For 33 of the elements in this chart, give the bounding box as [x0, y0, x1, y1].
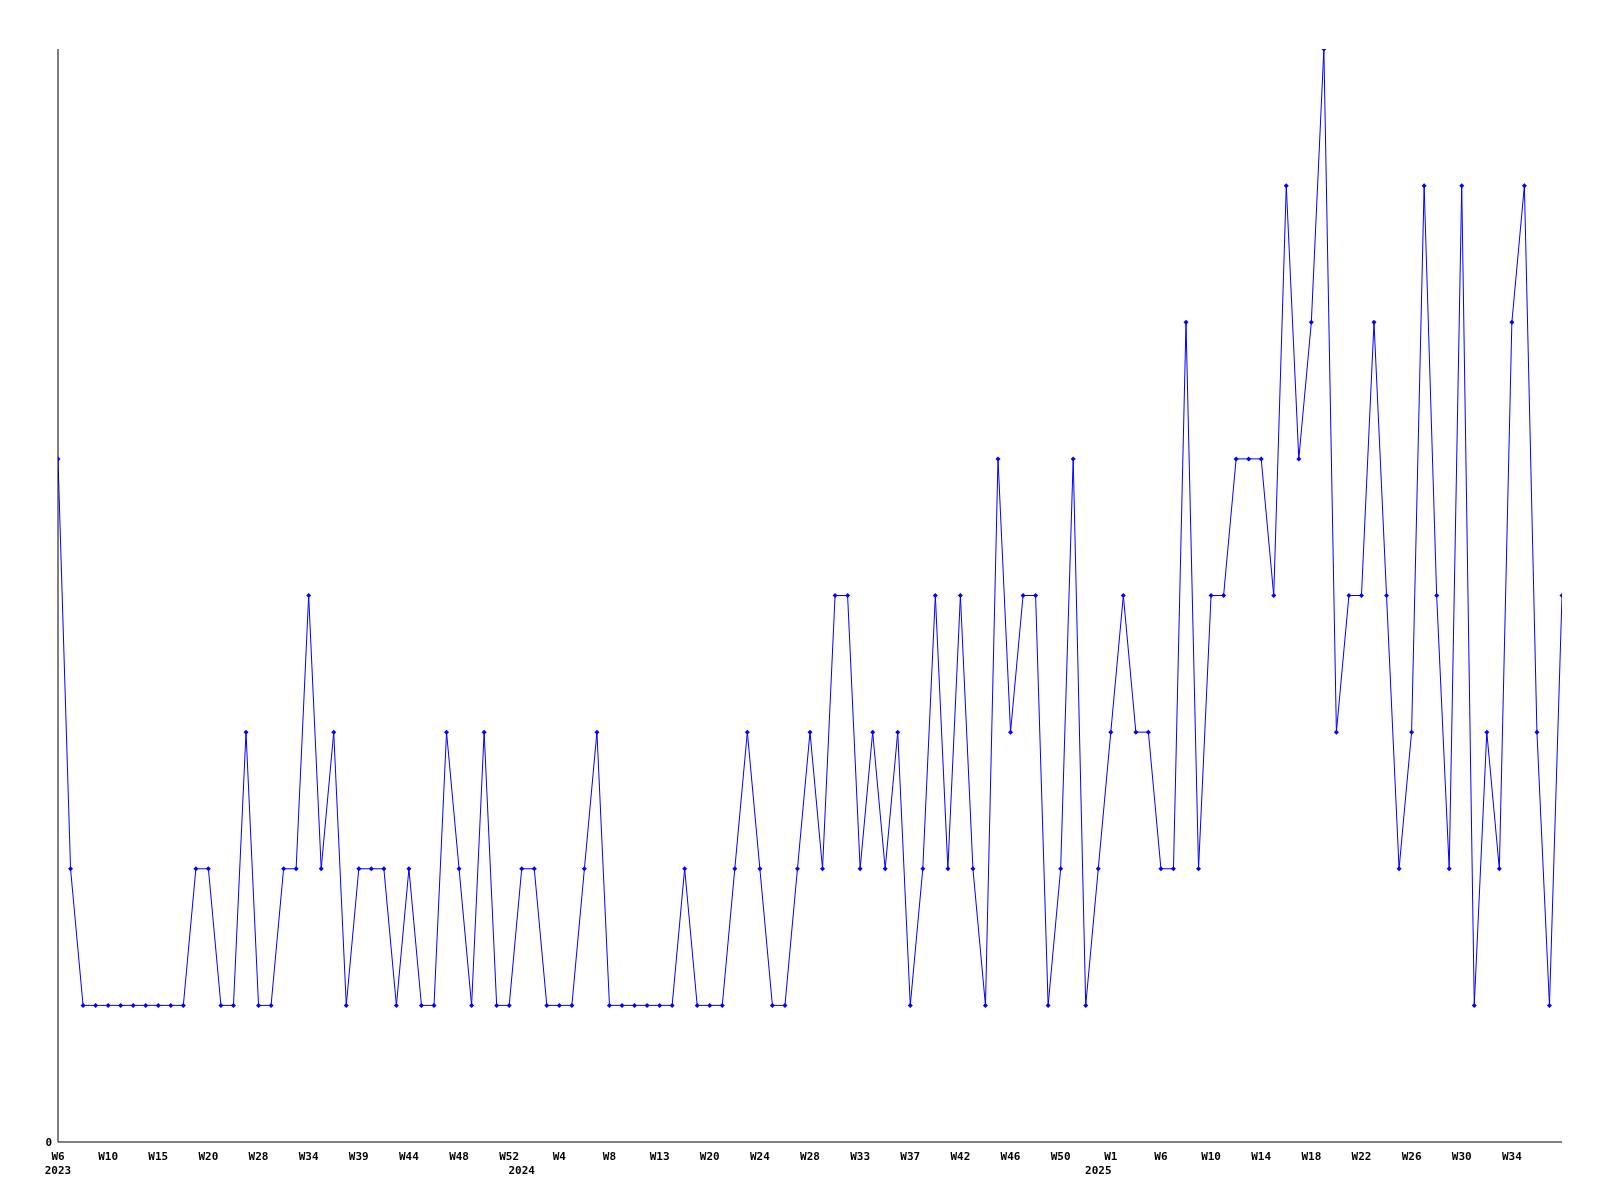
x-tick-label: W33	[850, 1150, 871, 1163]
x-tick-label: W39	[348, 1150, 369, 1163]
x-tick-label: W10	[1201, 1150, 1221, 1163]
x-tick-label: W24	[749, 1150, 771, 1163]
x-tick-label: W15	[148, 1150, 169, 1163]
x-tick-label: W44	[399, 1150, 420, 1163]
x-tick-label: W52	[499, 1150, 520, 1163]
x-tick-label: 2025	[1085, 1164, 1112, 1177]
x-tick-label: W6 2023	[44, 1150, 72, 1177]
x-tick-label: W18	[1301, 1150, 1322, 1163]
text: 0	[45, 1136, 52, 1149]
x-tick-label: W46	[1000, 1150, 1021, 1163]
x-tick-label: W34	[1501, 1150, 1523, 1163]
x-tick-label: W14	[1251, 1150, 1272, 1163]
x-tick-label: W22	[1351, 1150, 1372, 1163]
x-tick-label: W37	[900, 1150, 921, 1163]
x-tick-label: W30	[1451, 1150, 1472, 1163]
x-tick-label: W8	[602, 1150, 617, 1163]
x-tick-label: W1	[1104, 1150, 1118, 1163]
x-tick-label: W28	[248, 1150, 269, 1163]
x-tick-label: W20	[699, 1150, 720, 1163]
x-tick-label: W42	[950, 1150, 971, 1163]
x-tick-label: W50	[1050, 1150, 1071, 1163]
x-tick-label: W26	[1401, 1150, 1422, 1163]
x-tick-label: W4	[552, 1150, 567, 1163]
x-tick-label: W10	[98, 1150, 119, 1163]
x-tick-label: W48	[449, 1150, 469, 1163]
x-tick-label: 2024	[508, 1164, 536, 1177]
x-tick-label: W20	[198, 1150, 219, 1163]
x-tick-label: W34	[298, 1150, 319, 1163]
x-tick-label: W28	[800, 1150, 820, 1163]
x-tick-label: W13	[649, 1150, 670, 1163]
x-tick-label: W6	[1154, 1150, 1168, 1163]
